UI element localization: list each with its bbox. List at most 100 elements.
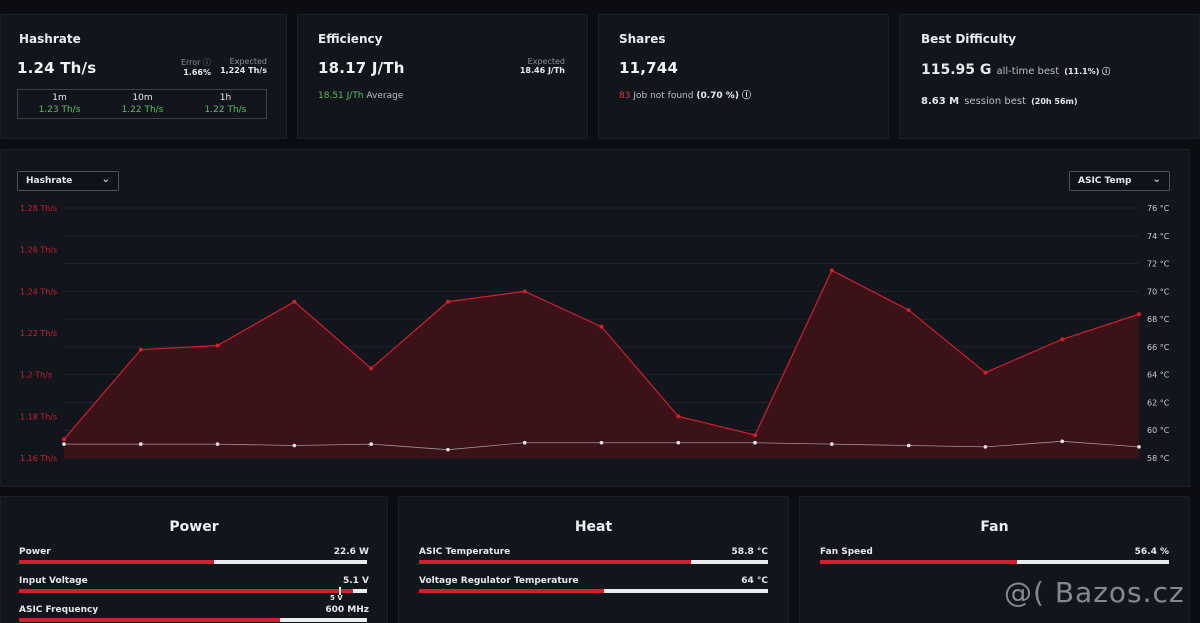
fan-speed-bar-fill xyxy=(820,560,1017,564)
hashrate-card: Hashrate 1.24 Th/s Error ⓘ 1.66% Expecte… xyxy=(0,14,287,139)
hashrate-periods-box: 1m 1.23 Th/s 10m 1.22 Th/s 1h 1.22 Th/s xyxy=(17,89,267,119)
left-axis-tick: 1.2 Th/s xyxy=(20,371,52,380)
chevron-down-icon: ⌄ xyxy=(101,174,110,185)
input-voltage-label: Input Voltage xyxy=(19,576,88,586)
asic-frequency-label: ASIC Frequency xyxy=(19,605,99,615)
temp-point xyxy=(522,440,527,445)
asic-frequency-bar-fill xyxy=(19,618,280,622)
efficiency-average-label: Average xyxy=(366,91,404,101)
alltime-best-pct[interactable]: (11.1%) ⓘ xyxy=(1064,67,1111,76)
hashrate-point xyxy=(292,299,297,304)
right-axis-tick: 64 °C xyxy=(1147,371,1170,380)
left-axis-tick: 1.22 Th/s xyxy=(20,329,57,338)
right-axis-tick: 72 °C xyxy=(1147,260,1170,269)
hashrate-point xyxy=(1060,337,1065,342)
temp-point xyxy=(906,443,911,448)
hashrate-point xyxy=(1137,312,1141,317)
session-best-label: session best xyxy=(964,96,1027,107)
temp-point xyxy=(215,442,220,446)
temp-point xyxy=(292,443,297,448)
best-difficulty-title: Best Difficulty xyxy=(921,32,1017,46)
efficiency-title: Efficiency xyxy=(318,32,383,46)
shares-rejected-pct[interactable]: (0.70 %) ⓘ xyxy=(696,91,752,101)
hashrate-point xyxy=(599,324,604,329)
power-label: Power xyxy=(19,547,51,557)
shares-rejected-label: Job not found xyxy=(633,91,694,101)
asic-temperature-bar-fill xyxy=(419,560,692,564)
right-axis-tick: 74 °C xyxy=(1147,232,1170,241)
session-best-value: 8.63 M xyxy=(921,96,960,107)
shares-value: 11,744 xyxy=(619,59,679,77)
input-voltage-marker-label: 5 V xyxy=(330,594,343,602)
shares-rejected-count: 83 xyxy=(619,91,631,101)
fan-speed-bar xyxy=(820,560,1169,564)
alltime-best-label: all-time best xyxy=(996,66,1060,77)
left-axis-tick: 1.16 Th/s xyxy=(20,454,57,463)
efficiency-value: 18.17 J/Th xyxy=(318,59,405,77)
temp-point xyxy=(676,440,681,445)
shares-card: Shares 11,744 83 Job not found (0.70 %) … xyxy=(598,14,889,139)
vr-temperature-label: Voltage Regulator Temperature xyxy=(419,576,579,586)
hashrate-temp-chart: 76 °C 74 °C 72 °C 70 °C 68 °C 66 °C 64 °C 62 °C… xyxy=(20,204,1170,463)
right-axis-tick: 76 °C xyxy=(1147,204,1170,213)
left-metric-select[interactable]: Hashrate ⌄ xyxy=(17,171,119,191)
temp-point xyxy=(62,442,66,446)
chevron-down-icon: ⌄ xyxy=(1152,174,1161,185)
hashrate-point xyxy=(676,414,681,419)
power-value: 22.6 W xyxy=(333,547,369,557)
input-voltage-marker xyxy=(339,587,342,595)
fan-speed-label: Fan Speed xyxy=(820,547,873,557)
vr-temperature-bar xyxy=(419,589,768,593)
power-card: Power Power 22.6 W Input Voltage 5.1 V 5… xyxy=(0,496,388,623)
right-metric-select[interactable]: ASIC Temp ⌄ xyxy=(1069,171,1170,191)
asic-frequency-value: 600 MHz xyxy=(325,605,369,615)
temp-point xyxy=(983,445,988,449)
temp-point xyxy=(1137,445,1141,449)
alltime-best-value: 115.95 G xyxy=(921,62,992,78)
right-axis-tick: 68 °C xyxy=(1147,315,1170,324)
watermark-text: @( Bazos.cz xyxy=(1004,576,1185,609)
temp-point xyxy=(1060,439,1065,444)
power-title: Power xyxy=(169,519,219,535)
left-axis-tick: 1.18 Th/s xyxy=(20,412,57,421)
right-axis-tick: 62 °C xyxy=(1147,398,1170,407)
hashrate-value: 1.24 Th/s xyxy=(17,59,97,77)
heat-title: Heat xyxy=(574,519,613,535)
temp-point xyxy=(830,442,834,446)
hashrate-point xyxy=(445,299,450,304)
hashrate-point xyxy=(753,433,758,438)
input-voltage-bar-fill xyxy=(19,589,354,593)
asic-temperature-bar xyxy=(419,560,768,564)
hashrate-point xyxy=(829,268,834,273)
heat-card: Heat ASIC Temperature 58.8 °C Voltage Re… xyxy=(398,496,789,623)
shares-title: Shares xyxy=(619,32,666,46)
hashrate-title: Hashrate xyxy=(19,32,81,46)
hashrate-point xyxy=(138,347,143,352)
power-bar xyxy=(19,560,367,564)
asic-frequency-bar xyxy=(19,618,367,622)
hashrate-expected-label: Expected xyxy=(229,57,267,66)
temp-point xyxy=(753,440,757,445)
left-axis-tick: 1.26 Th/s xyxy=(20,246,57,255)
efficiency-expected-value: 18.46 J/Th xyxy=(519,66,565,75)
hashrate-error-label[interactable]: Error ⓘ xyxy=(180,58,211,67)
asic-temperature-label: ASIC Temperature xyxy=(419,547,511,557)
efficiency-average-value: 18.51 J/Th xyxy=(318,91,364,101)
power-bar-fill xyxy=(19,560,214,564)
fan-card: Fan Fan Speed 56.4 % xyxy=(799,496,1190,623)
vr-temperature-value: 64 °C xyxy=(741,576,768,586)
hashrate-period-1m: 1m 1.23 Th/s xyxy=(38,93,81,115)
left-axis-tick: 1.24 Th/s xyxy=(20,287,57,296)
hashrate-period-1h: 1h 1.22 Th/s xyxy=(204,93,247,115)
fan-speed-value: 56.4 % xyxy=(1134,547,1169,557)
right-axis-tick: 58 °C xyxy=(1147,454,1170,463)
temp-point xyxy=(138,442,143,446)
efficiency-card: Efficiency 18.17 J/Th Expected 18.46 J/T… xyxy=(297,14,588,139)
fan-title: Fan xyxy=(980,519,1009,535)
hashrate-point xyxy=(369,366,374,371)
right-axis-tick: 66 °C xyxy=(1147,343,1170,352)
temp-point xyxy=(446,447,450,452)
hashrate-point xyxy=(906,308,911,313)
temp-point xyxy=(599,440,604,445)
hashrate-point xyxy=(983,370,988,375)
